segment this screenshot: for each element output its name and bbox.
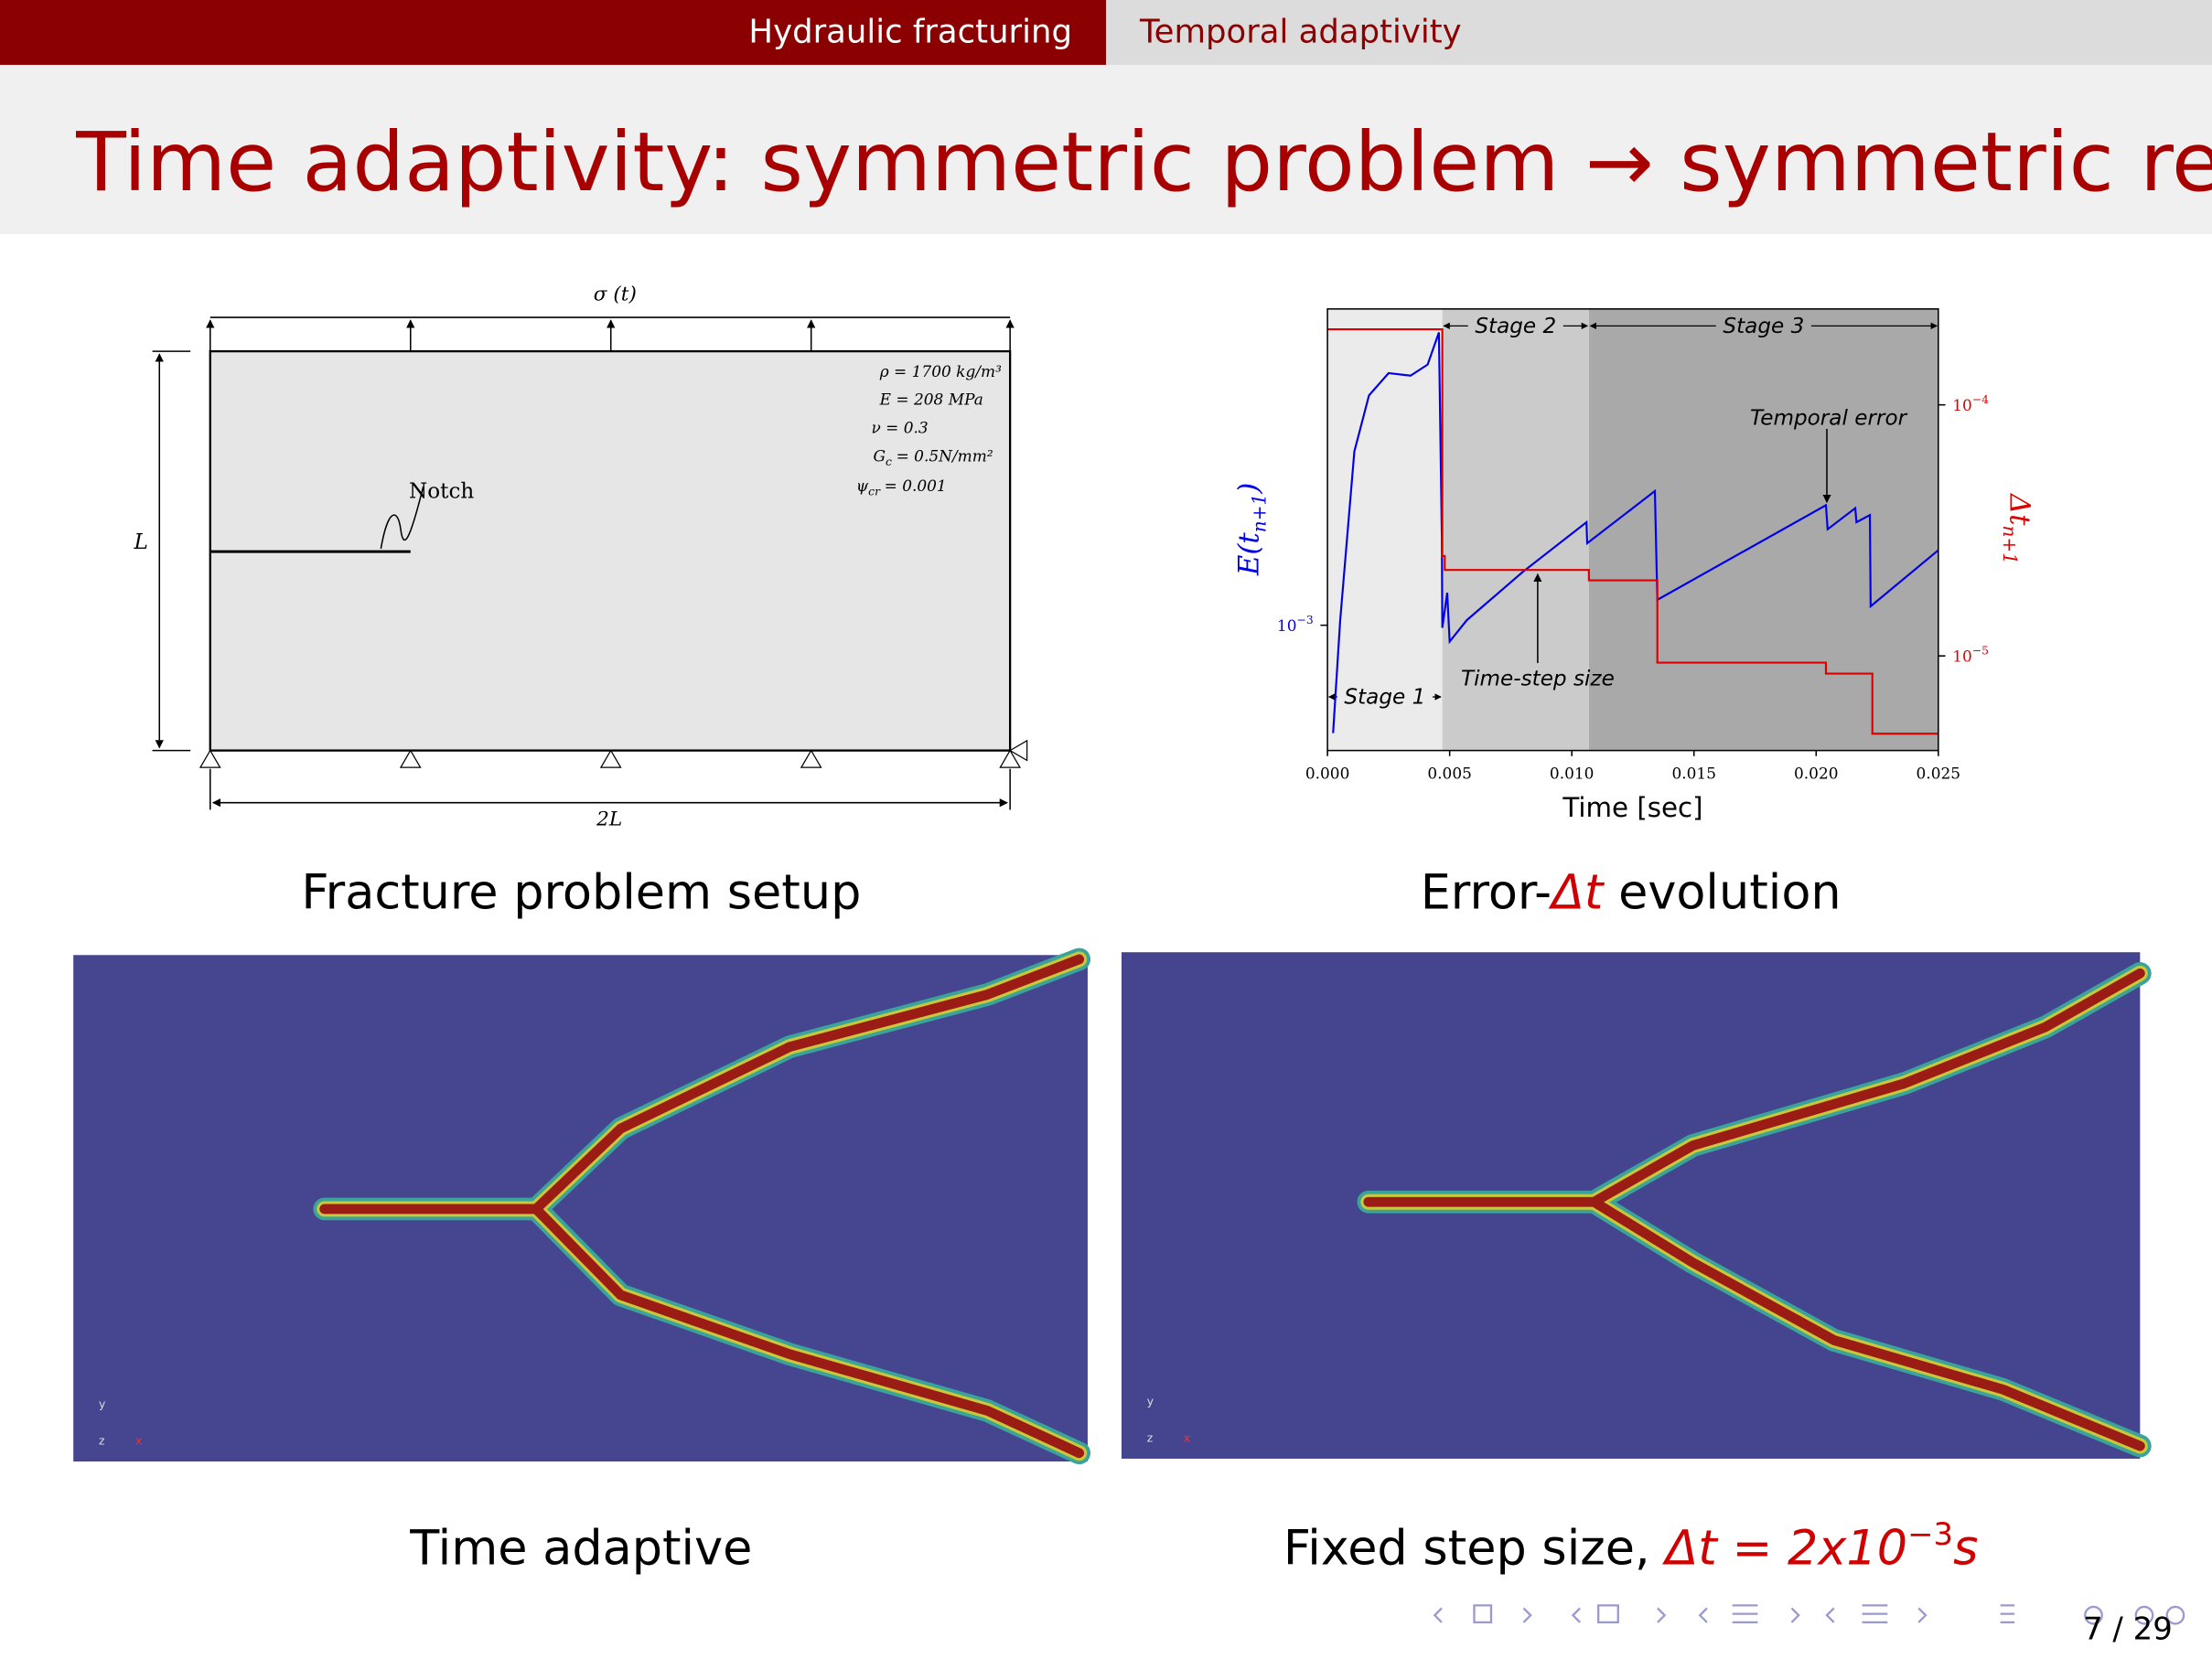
annotation: Temporal error [1750, 406, 1908, 430]
nav-active [0, 0, 1106, 65]
y-axis-label-part: n+1 [1248, 494, 1270, 532]
sim-background [73, 955, 1088, 1462]
width-label: 2L [596, 808, 622, 830]
y-axis-label: E(tn+1) [1233, 483, 1271, 576]
x-axis-label: Time [sec] [1562, 792, 1702, 823]
y-tick-exponent: −4 [1972, 393, 1989, 406]
annotation: Time-step size [1461, 668, 1615, 691]
page-number: 7 / 29 [2083, 1611, 2173, 1647]
parameter: ν = 0.3 [871, 419, 928, 437]
parameter: Gc = 0.5N/mm² [874, 446, 993, 468]
caption-part: evolution [1603, 864, 1841, 920]
x-tick-label: 0.005 [1427, 764, 1472, 782]
parameter-sub: c [886, 455, 892, 468]
title-band [0, 64, 2212, 235]
caption-part: Δt = 2x10 [1661, 1521, 1907, 1577]
crack [319, 954, 1085, 1459]
parameter: ψcr = 0.001 [856, 476, 947, 498]
x-tick-label: 0.025 [1917, 764, 1961, 782]
y2-axis-label-part: Δt [2003, 493, 2035, 526]
y-tick-exponent: −5 [1972, 645, 1989, 658]
caption-part: Error- [1421, 864, 1552, 920]
nav-section[interactable]: Hydraulic fracturing [748, 13, 1072, 50]
parameter: E = 208 MPa [879, 391, 983, 409]
plot-frame [1326, 308, 1939, 752]
search-icon[interactable] [2165, 1605, 2185, 1625]
y-tick-exponent: −3 [1297, 614, 1314, 626]
stage-label-bg [1337, 684, 1433, 710]
parameter: ρ = 1700 kg/m³ [879, 362, 1002, 380]
setup-diagram [152, 316, 1028, 810]
y-tick-label: 10−5 [1952, 645, 1989, 666]
triad-label: x [1184, 1431, 1190, 1444]
stage-label: Stage 3 [1723, 315, 1804, 338]
caption: Fracture problem setup [301, 864, 861, 920]
x-tick-label: 0.000 [1305, 764, 1350, 782]
crack [1363, 968, 2145, 1451]
nav-symbols[interactable] [1433, 1604, 2015, 1624]
search-icon[interactable] [2084, 1605, 2103, 1625]
notch-label: Notch [409, 480, 474, 504]
triad-label: z [99, 1435, 104, 1448]
error-chart: Stage 1 Stage 2 Stage 3 0.000 0.005 0.010 0.01… [1233, 308, 2036, 823]
nav-icons[interactable] [1433, 1604, 2185, 1625]
caption-part: −3 [1907, 1517, 1953, 1553]
series-line [1332, 332, 1939, 733]
stage-label-bg [1467, 313, 1563, 339]
caption-part: Fixed step size, [1283, 1521, 1665, 1577]
stage-region [1442, 308, 1589, 751]
load-label: σ (t) [594, 284, 637, 306]
notch-pointer [380, 486, 424, 550]
simulation-adaptive: y z x [73, 947, 1091, 1465]
stage-label-bg [1715, 313, 1811, 339]
x-tick-label: 0.010 [1550, 764, 1595, 782]
height-label: L [134, 530, 148, 554]
y2-axis-label: Δtn+1 [1999, 493, 2036, 564]
parameter-value: = 0.5N/mm² [897, 446, 993, 465]
parameter-value: = 0.001 [885, 476, 947, 495]
y-axis-label-part: E(t [1233, 532, 1266, 577]
caption-part: Δt [1548, 864, 1605, 920]
caption: Time adaptive [409, 1521, 752, 1577]
y-tick-base: 10 [1952, 647, 1972, 665]
x-tick-label: 0.020 [1794, 764, 1839, 782]
stage-region [1588, 308, 1938, 751]
triad-label: y [1147, 1395, 1154, 1407]
parameter-symbol: G [874, 446, 886, 465]
caption: Fixed step size, Δt = 2x10−3s [1283, 1517, 1979, 1577]
y-tick-label: 10−4 [1952, 393, 1989, 414]
triad-label: y [99, 1397, 105, 1410]
search-icon[interactable] [2134, 1605, 2154, 1625]
nav-section[interactable]: Temporal adaptivity [1139, 13, 1462, 50]
y2-axis-label-part: n+1 [1999, 526, 2021, 564]
y-tick-label: 10−3 [1277, 614, 1314, 635]
simulation-fixed: y z x [1121, 952, 2152, 1459]
caption-part: s [1953, 1521, 1978, 1577]
nav-bar [1106, 0, 2212, 65]
chart-annotations: Temporal error Time-step size [1461, 406, 1908, 690]
caption: Error-Δt evolution [1421, 864, 1842, 920]
y-tick-base: 10 [1277, 616, 1297, 635]
triad-label: x [135, 1435, 142, 1448]
y-axis-label-part: ) [1233, 483, 1266, 495]
stage-label: Stage 1 [1344, 686, 1425, 710]
triad-label: z [1147, 1431, 1153, 1444]
supports [199, 739, 1028, 768]
x-tick-label: 0.015 [1671, 764, 1716, 782]
stage-label: Stage 2 [1475, 315, 1556, 338]
stage-region [1327, 308, 1443, 751]
slide-title: Time adaptivity: symmetric problem → sym… [75, 115, 2212, 210]
parameter-symbol: ψ [856, 476, 869, 495]
y-tick-base: 10 [1952, 396, 1972, 414]
series-line [1327, 327, 1938, 735]
parameter-sub: cr [868, 485, 881, 498]
